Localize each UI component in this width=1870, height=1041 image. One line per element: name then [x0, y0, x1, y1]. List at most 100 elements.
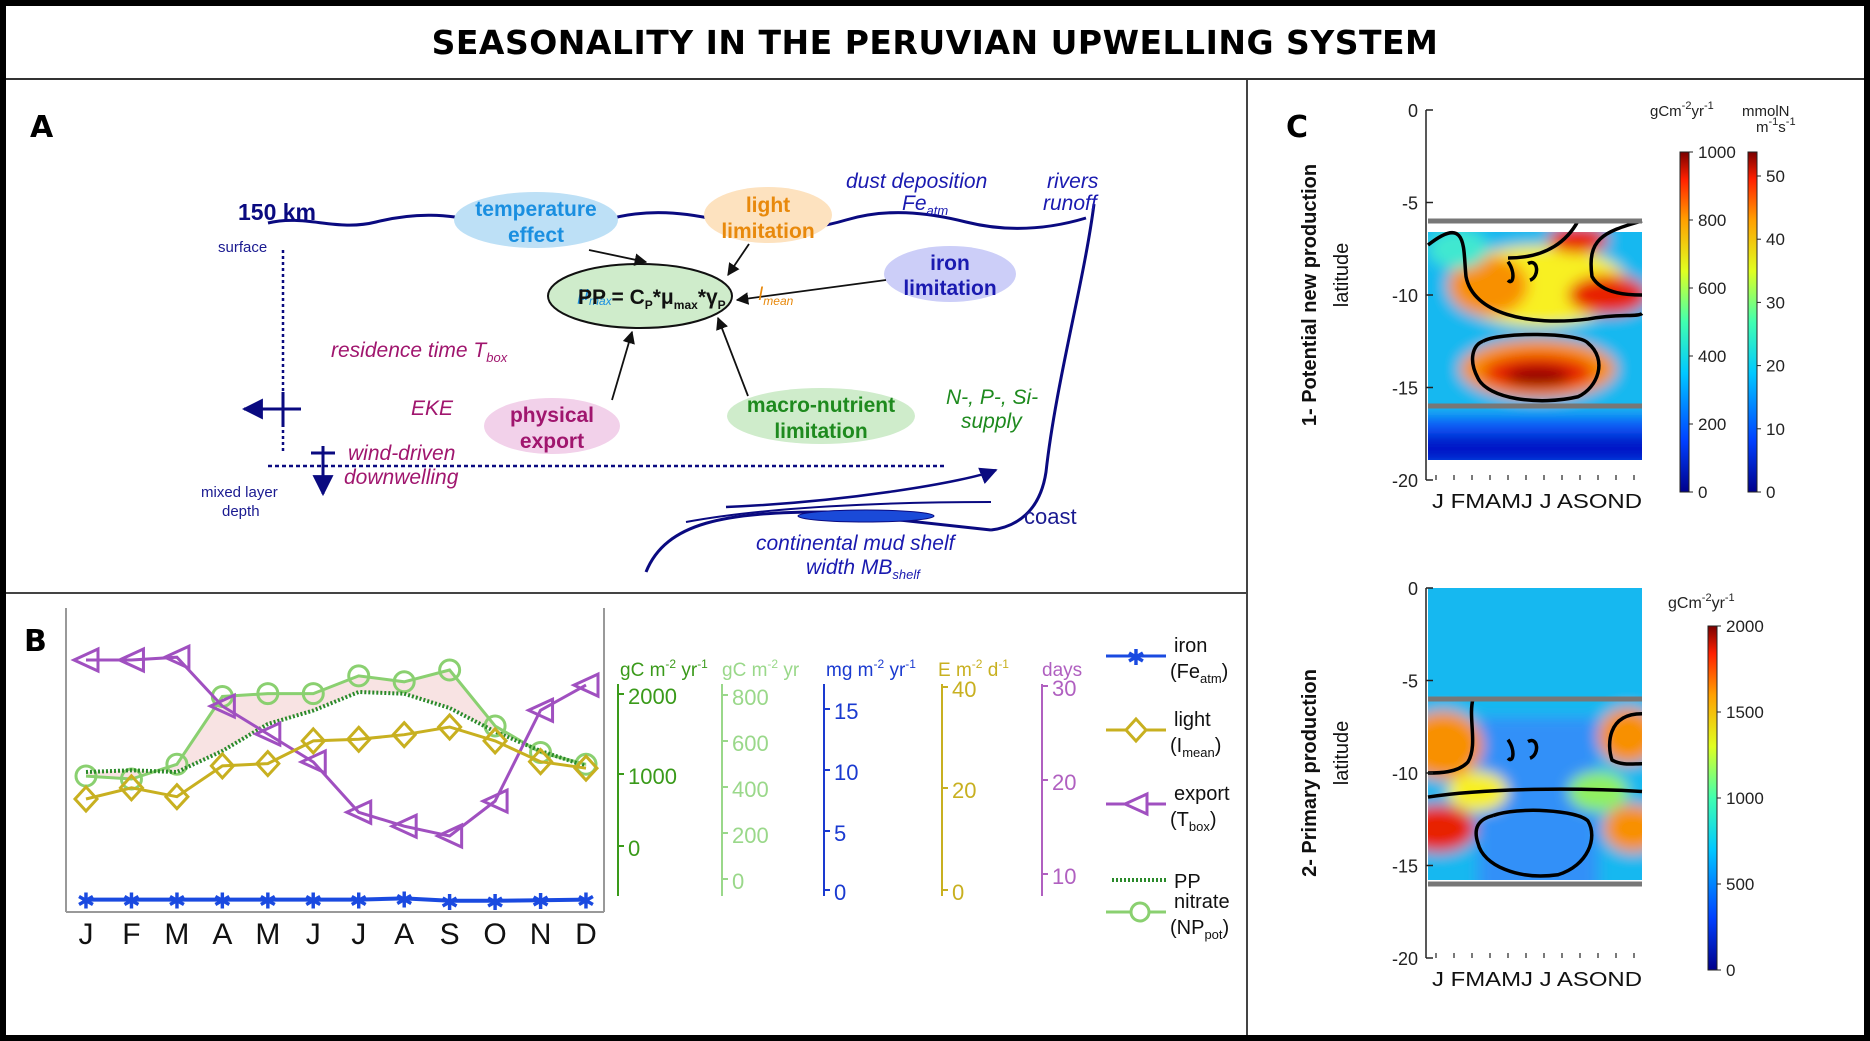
b-legend-export: export (Tbox) [1106, 783, 1230, 834]
b-month-label-11: D [575, 918, 597, 951]
b-point-nitrate-5 [301, 682, 325, 706]
b-axis-ticklabel-1-3: 200 [732, 823, 769, 848]
b-point-nitrate-7 [392, 670, 416, 694]
iron-text-2: limitation [903, 277, 996, 300]
b-legend-sub-light: (Imean) [1170, 735, 1221, 760]
npsi-label-2: supply [961, 410, 1023, 433]
panel-c-letter: C [1286, 110, 1309, 145]
b-month-label-8: S [440, 918, 460, 951]
b-point-export-10 [524, 696, 555, 724]
figure-title: SEASONALITY IN THE PERUVIAN UPWELLING SY… [6, 6, 1864, 80]
b-point-export-7 [388, 812, 418, 840]
surface-line [267, 211, 1087, 231]
c-yticklabel-2-1: -5 [1402, 672, 1418, 692]
b-point-light-4 [254, 749, 281, 778]
c-colorbar-1a-ticklabel-1: 800 [1698, 211, 1726, 230]
c-contour-1-4 [1506, 260, 1539, 284]
surface-label: surface [218, 239, 267, 256]
b-axis-ticklabel-0-1: 1000 [628, 764, 677, 789]
b-point-light-5 [300, 726, 327, 756]
b-axis-ticklabel-1-1: 600 [732, 731, 769, 756]
c-colorbar-1b: 50 40 30 20 10 0 [1747, 151, 1785, 502]
macro-bubble [727, 388, 915, 444]
b-legend-iron: ✱ iron (Featm) [1106, 635, 1228, 686]
c-colorbar-1b-ticklabel-4: 10 [1766, 420, 1785, 439]
c-colorbar-1a-ticklabel-2: 600 [1698, 279, 1726, 298]
wind-label-1: wind-driven [348, 442, 455, 465]
b-point-export-9 [479, 787, 509, 815]
width-label: 150 km [238, 199, 316, 225]
b-point-export-3 [206, 692, 236, 720]
b-legend-name-iron: iron [1174, 635, 1207, 657]
c-heatmap-field-2 [1428, 588, 1642, 880]
c-contour-1-0 [1426, 230, 1644, 323]
b-point-light-7 [391, 720, 418, 749]
b-axis-label-4: days [1042, 660, 1082, 681]
b-point-iron-3: ✱ [213, 889, 231, 914]
b-point-nitrate-2 [165, 752, 189, 776]
b-legend-marker-light [1123, 716, 1149, 744]
b-legend-marker-nitrate [1129, 901, 1151, 923]
b-axis-ticklabel-3-1: 20 [952, 778, 976, 803]
panel-a-schematic: 150 km surface mixed layer depth dust de… [201, 170, 1099, 582]
c-colorbar-2: 2000 1500 1000 500 0 [1707, 617, 1764, 980]
c-colorbar-1a: 1000 800 600 400 200 0 [1679, 143, 1736, 502]
light-text-1: light [746, 194, 790, 217]
b-legend-sub-export: (Tbox) [1170, 809, 1217, 834]
c-blob-a1 [1428, 232, 1488, 269]
c-colorbar-2-ticklabel-0: 2000 [1726, 617, 1764, 636]
b-axis-ticklabel-0-2: 0 [628, 836, 640, 861]
c-colorbar-1b-bar [1747, 151, 1758, 493]
c-heatmap-1: 0 -5 -10 -15 -20 J FMAMJ J ASOND 1- Potential … [1299, 101, 1644, 513]
b-axis-ticklabel-4-0: 30 [1052, 676, 1076, 701]
c-colorbar-1a-ticklabel-0: 1000 [1698, 143, 1736, 162]
c-colorbar-1a-ticklabel-3: 400 [1698, 347, 1726, 366]
c-colorbar-1b-title-2: m-1s-1 [1756, 116, 1796, 136]
b-month-label-3: A [212, 918, 232, 951]
mixed-layer-label: mixed layer [201, 484, 278, 501]
b-axis-label-3: E m-2 d-1 [938, 657, 1009, 681]
c-heatmap-2: 0 -5 -10 -15 -20 J FMAMJ J ASOND 2- Primary pr… [1299, 579, 1643, 991]
shelf-top [685, 501, 992, 523]
b-legend-name-nitrate: nitrate [1174, 891, 1230, 913]
c-colorbar-2-ticklabel-1: 1500 [1726, 703, 1764, 722]
nutrient-supply-arrow [725, 467, 998, 509]
b-point-iron-1: ✱ [122, 889, 140, 914]
c-contour-1-1 [1507, 220, 1580, 260]
b-shaded-area [86, 670, 586, 779]
b-legend-name-light: light [1174, 709, 1211, 731]
b-axis-ticklabel-1-4: 0 [732, 869, 744, 894]
c-band-deep [1428, 433, 1642, 460]
light-text-2: limitation [721, 220, 814, 243]
b-point-light-8 [436, 712, 463, 742]
c-yticklabel-2-3: -15 [1392, 857, 1418, 877]
depth-label: depth [222, 503, 260, 520]
c-yticklabel-2-2: -10 [1392, 764, 1418, 784]
c-ylabel-2: latitude [1331, 721, 1353, 786]
c-contour-2-1 [1427, 787, 1643, 799]
c-contour-2-3 [1474, 808, 1594, 878]
c-blob-d [1506, 366, 1570, 387]
eke-label: EKE [411, 397, 454, 420]
b-point-iron-6: ✱ [350, 889, 368, 914]
b-point-light-11 [572, 753, 600, 783]
c-colorbar-2-bar [1707, 625, 1718, 971]
b-series-pp [85, 689, 587, 775]
c-colorbar-2-ticklabel-2: 1000 [1726, 789, 1764, 808]
b-axis-ticklabel-3-2: 0 [952, 880, 964, 905]
c-contour-2-2 [1607, 712, 1643, 766]
c-blob-o1 [1448, 255, 1528, 316]
dust-label-1: dust deposition [846, 170, 987, 193]
b-point-export-6 [343, 798, 373, 826]
c-colorbar-1a-ticklabel-4: 200 [1698, 415, 1726, 434]
c-ylabel-1: latitude [1331, 243, 1353, 308]
c-xticklabel-2: J FMAMJ J ASOND [1432, 969, 1642, 991]
b-point-export-5 [297, 748, 327, 776]
panel-a-letter: A [30, 110, 54, 145]
b-point-iron-2: ✱ [168, 889, 186, 914]
residence-time-label: residence time Tbox [331, 339, 508, 365]
b-axis-ticklabel-2-1: 10 [834, 760, 858, 785]
b-month-label-2: M [164, 918, 189, 951]
npsi-label-1: N-, P-, Si- [946, 386, 1038, 409]
divider-horizontal [6, 592, 1248, 594]
